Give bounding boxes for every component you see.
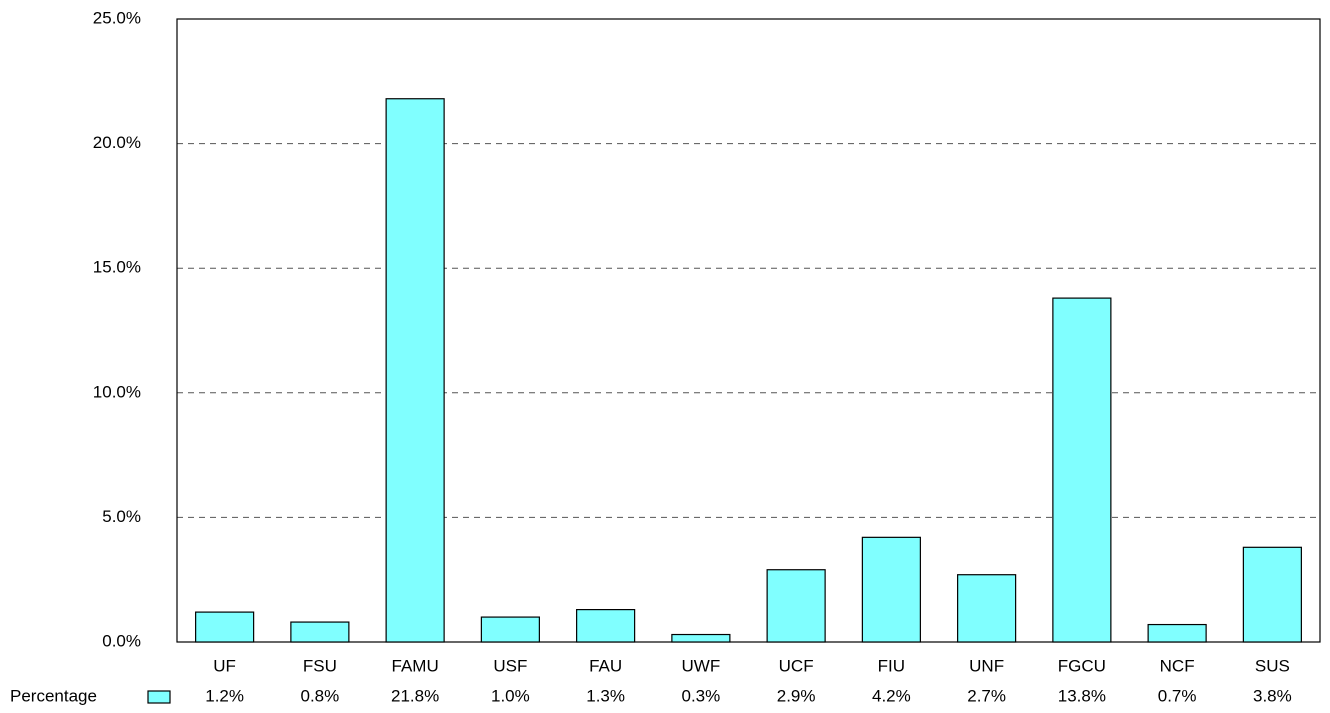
x-tick-label: UF xyxy=(213,656,236,675)
legend-label: Percentage xyxy=(10,686,97,705)
table-value: 1.3% xyxy=(586,686,625,705)
bar xyxy=(1242,546,1302,643)
y-tick-label: 15.0% xyxy=(93,258,141,277)
table-value: 0.3% xyxy=(682,686,721,705)
table-value: 0.7% xyxy=(1158,686,1197,705)
bar xyxy=(957,574,1017,643)
table-value: 4.2% xyxy=(872,686,911,705)
bar xyxy=(766,569,826,643)
table-value: 0.8% xyxy=(301,686,340,705)
x-tick-label: FSU xyxy=(303,656,337,675)
bar xyxy=(1052,297,1112,643)
table-value: 21.8% xyxy=(391,686,439,705)
table-value: 2.7% xyxy=(967,686,1006,705)
x-tick-label: SUS xyxy=(1255,656,1290,675)
y-tick-label: 0.0% xyxy=(102,631,141,650)
bar xyxy=(480,616,540,643)
table-value: 1.0% xyxy=(491,686,530,705)
x-tick-label: FGCU xyxy=(1058,656,1106,675)
bar xyxy=(576,609,636,643)
bar xyxy=(195,611,255,643)
plot-frame xyxy=(176,18,1321,643)
x-tick-label: UCF xyxy=(779,656,814,675)
x-tick-label: UWF xyxy=(682,656,721,675)
x-tick-label: FAU xyxy=(589,656,622,675)
y-tick-label: 20.0% xyxy=(93,133,141,152)
bar xyxy=(861,536,921,643)
table-value: 13.8% xyxy=(1058,686,1106,705)
table-value: 1.2% xyxy=(205,686,244,705)
table-value: 2.9% xyxy=(777,686,816,705)
legend-swatch xyxy=(147,690,171,704)
bar xyxy=(671,633,731,643)
bar xyxy=(385,98,445,643)
y-tick-label: 25.0% xyxy=(93,8,141,27)
bar xyxy=(1147,623,1207,643)
x-tick-label: USF xyxy=(493,656,527,675)
x-tick-label: UNF xyxy=(969,656,1004,675)
y-tick-label: 5.0% xyxy=(102,507,141,526)
y-tick-label: 10.0% xyxy=(93,382,141,401)
x-tick-label: FIU xyxy=(878,656,905,675)
bar xyxy=(290,621,350,643)
x-tick-label: NCF xyxy=(1160,656,1195,675)
table-value: 3.8% xyxy=(1253,686,1292,705)
x-tick-label: FAMU xyxy=(392,656,439,675)
